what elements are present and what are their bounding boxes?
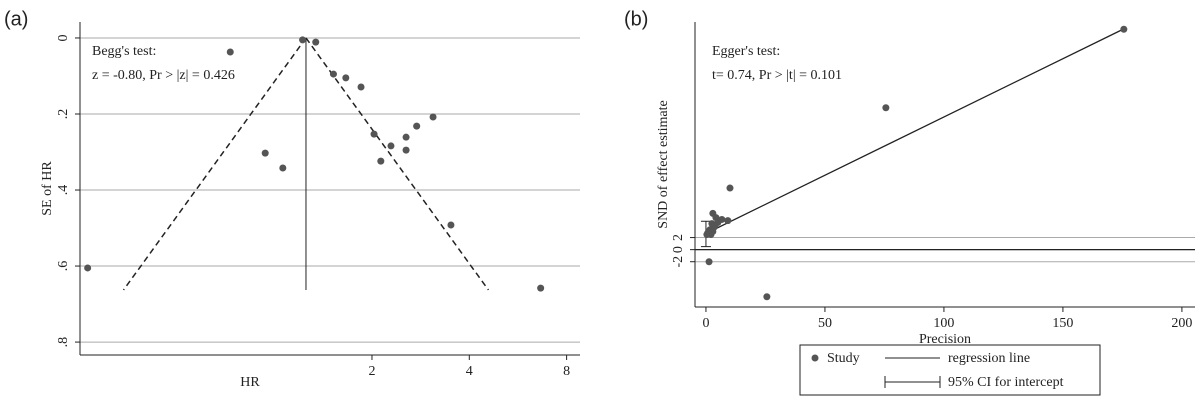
x-tick-label: 4 — [466, 364, 473, 379]
y-tick-label: .2 — [56, 109, 71, 120]
legend-label: Study — [827, 351, 860, 366]
x-tick-label: 100 — [933, 316, 954, 331]
study-point — [402, 146, 410, 154]
study-point — [226, 48, 234, 56]
study-point — [387, 142, 395, 150]
regression-line — [705, 28, 1125, 235]
x-tick-label: 0 — [702, 316, 709, 331]
annotation: z = -0.80, Pr > |z| = 0.426 — [92, 68, 235, 83]
study-point — [402, 133, 410, 141]
study-point — [377, 157, 385, 165]
y-axis-title: SE of HR — [40, 161, 55, 216]
study-point — [329, 70, 337, 78]
legend-label: regression line — [948, 351, 1030, 366]
y-axis-title: SND of effect estimate — [656, 100, 671, 228]
study-point — [342, 74, 350, 82]
panel-label: (b) — [624, 8, 648, 30]
study-point — [279, 164, 287, 172]
x-tick-label: 2 — [368, 364, 375, 379]
x-axis-title: Precision — [919, 332, 971, 347]
study-point — [312, 38, 320, 46]
study-point — [724, 217, 732, 225]
study-point — [537, 284, 545, 292]
study-point — [1120, 25, 1128, 33]
x-tick-label: 8 — [563, 364, 570, 379]
x-tick-label: 150 — [1052, 316, 1073, 331]
study-point — [299, 36, 307, 44]
study-point — [705, 258, 713, 266]
annotation: t= 0.74, Pr > |t| = 0.101 — [712, 68, 842, 83]
study-point — [413, 122, 421, 130]
legend-marker — [811, 354, 819, 362]
y-tick-label: .8 — [56, 337, 71, 348]
pseudo-ci-line — [305, 37, 490, 291]
study-point — [447, 221, 455, 229]
y-tick-label: 0 — [671, 246, 686, 253]
y-tick-label: .6 — [56, 261, 71, 272]
annotation: Begg's test: — [92, 44, 156, 59]
study-point — [763, 293, 771, 301]
y-tick-label: -2 — [671, 256, 686, 268]
study-point — [370, 130, 378, 138]
x-tick-label: 200 — [1171, 316, 1192, 331]
study-point — [84, 264, 92, 272]
study-point — [261, 149, 269, 157]
panel-label: (a) — [4, 8, 28, 30]
y-tick-label: 2 — [671, 234, 686, 241]
legend-label: 95% CI for intercept — [948, 375, 1064, 390]
x-tick-label: 50 — [818, 316, 832, 331]
annotation: Egger's test: — [712, 44, 780, 59]
study-point — [429, 113, 437, 121]
study-point — [714, 218, 722, 226]
study-point — [882, 104, 890, 112]
y-tick-label: .4 — [56, 185, 71, 196]
study-point — [357, 83, 365, 91]
y-tick-label: 0 — [56, 34, 71, 41]
x-axis-title: HR — [240, 375, 260, 390]
study-point — [726, 184, 734, 192]
legend-box — [799, 344, 1101, 396]
study-point — [703, 231, 711, 239]
pseudo-ci-line — [122, 37, 307, 291]
